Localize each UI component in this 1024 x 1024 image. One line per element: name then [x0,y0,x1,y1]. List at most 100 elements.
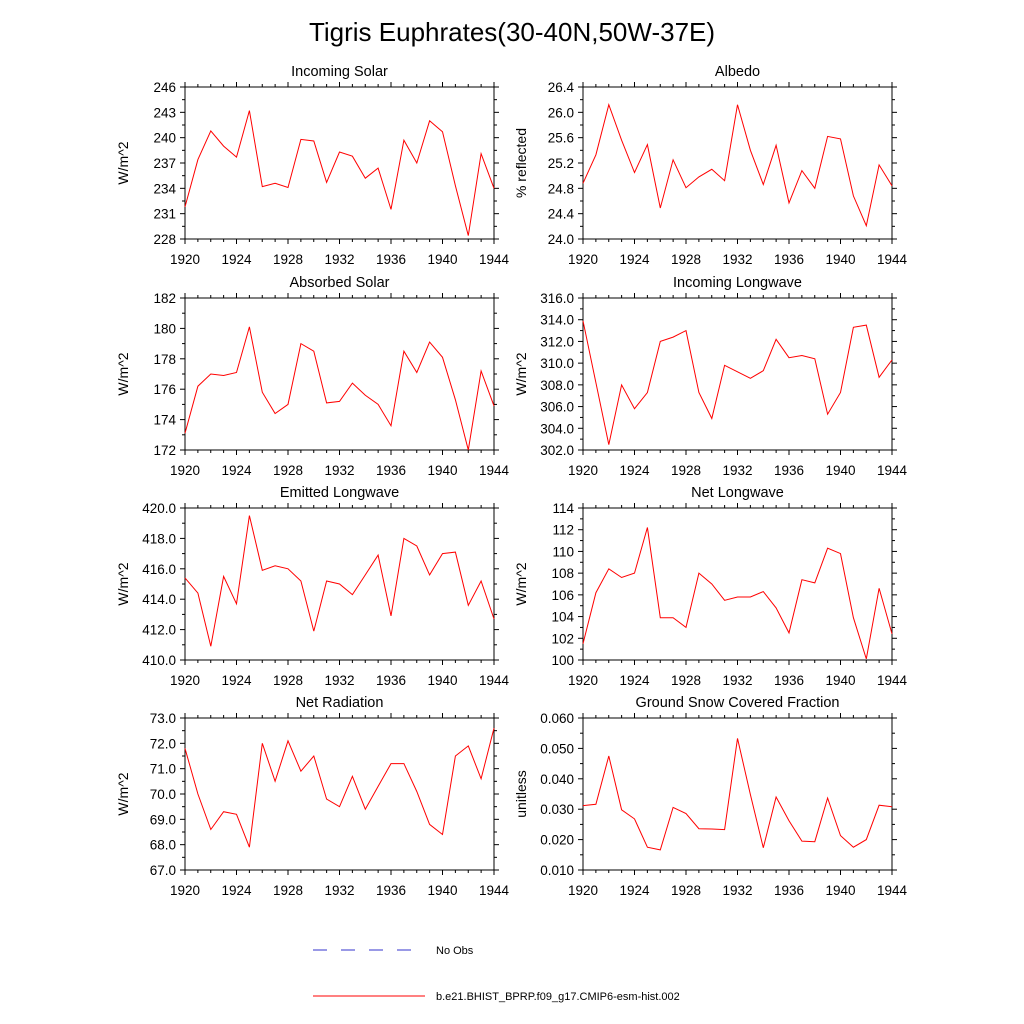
data-point [659,848,662,851]
data-point [312,630,315,633]
data-point [312,350,315,353]
y-axis-label: W/m^2 [115,141,131,184]
y-tick-label: 0.030 [540,802,574,817]
series-line [184,515,495,647]
data-point [697,391,700,394]
data-point [428,341,431,344]
x-tick-label: 1932 [324,883,354,898]
data-point [723,364,726,367]
data-point [184,747,187,750]
data-point [813,187,816,190]
data-point [620,576,623,579]
data-point [299,580,302,583]
panel-title: Ground Snow Covered Fraction [636,695,840,711]
data-point [749,377,752,380]
data-point [312,755,315,758]
data-point [582,319,585,322]
data-point [184,576,187,579]
data-point [736,370,739,373]
y-tick-label: 312.0 [540,334,574,349]
data-point [878,587,881,590]
x-tick-label: 1940 [427,252,457,267]
y-tick-label: 72.0 [150,736,176,751]
x-tick-label: 1920 [568,883,598,898]
data-point [620,139,623,142]
y-axis-label: W/m^2 [115,352,131,395]
data-point [377,167,380,170]
data-point [222,810,225,813]
data-point [390,614,393,617]
data-point [390,424,393,427]
data-point [402,537,405,540]
data-point [480,370,483,373]
data-point [196,592,199,595]
data-point [749,793,752,796]
data-point [800,578,803,581]
data-point [467,234,470,237]
data-point [826,413,829,416]
x-tick-label: 1924 [221,252,252,267]
data-point [685,626,688,629]
data-point [415,371,418,374]
data-point [454,184,457,187]
y-tick-label: 306.0 [540,400,574,415]
x-tick-label: 1936 [774,883,804,898]
series-line [582,738,893,851]
data-point [493,618,496,621]
data-point [891,184,894,187]
data-point [493,187,496,190]
x-tick-label: 1932 [324,252,354,267]
x-tick-label: 1928 [671,463,701,478]
data-point [788,356,791,359]
data-point [826,547,829,550]
x-tick-label: 1932 [722,673,752,688]
data-point [338,151,341,154]
data-point [287,567,290,570]
panel-net-radiation: Net Radiation 1920 1924 1928 1932 1936 1940 194… [115,695,510,898]
data-point [184,432,187,435]
y-tick-label: 176 [153,382,176,397]
y-axis-label: W/m^2 [115,772,131,815]
y-tick-label: 234 [153,181,176,196]
y-tick-label: 100 [551,653,574,668]
data-point [659,616,662,619]
plot-frame [582,507,893,661]
data-point [364,808,367,811]
data-point [736,596,739,599]
x-tick-label: 1924 [619,463,650,478]
x-tick-label: 1944 [877,673,908,688]
plot-frame [582,297,893,451]
data-point [685,329,688,332]
data-point [441,833,444,836]
y-tick-label: 410.0 [142,653,176,668]
y-tick-label: 412.0 [142,623,176,638]
data-point [493,404,496,407]
y-tick-label: 102 [551,631,574,646]
data-point [415,162,418,165]
y-tick-label: 104 [551,610,574,625]
data-point [878,804,881,807]
data-point [467,449,470,452]
data-point [723,828,726,831]
data-point [467,744,470,747]
data-point [377,785,380,788]
x-tick-label: 1940 [825,883,855,898]
y-tick-label: 180 [153,321,176,336]
plot-frame [184,717,495,871]
data-point [235,602,238,605]
data-point [710,828,713,831]
data-point [736,103,739,106]
data-point [480,777,483,780]
x-tick-label: 1920 [170,463,200,478]
data-point [723,599,726,602]
x-tick-label: 1920 [568,252,598,267]
x-tick-label: 1936 [376,883,406,898]
data-point [736,737,739,740]
data-point [775,606,778,609]
panel-incoming-solar: Incoming Solar 1920 1924 1928 1932 1936 1940 19… [115,64,510,267]
y-tick-label: 70.0 [150,787,176,802]
x-tick-label: 1920 [568,463,598,478]
y-tick-label: 69.0 [150,812,176,827]
data-point [287,403,290,406]
x-tick-label: 1920 [170,883,200,898]
